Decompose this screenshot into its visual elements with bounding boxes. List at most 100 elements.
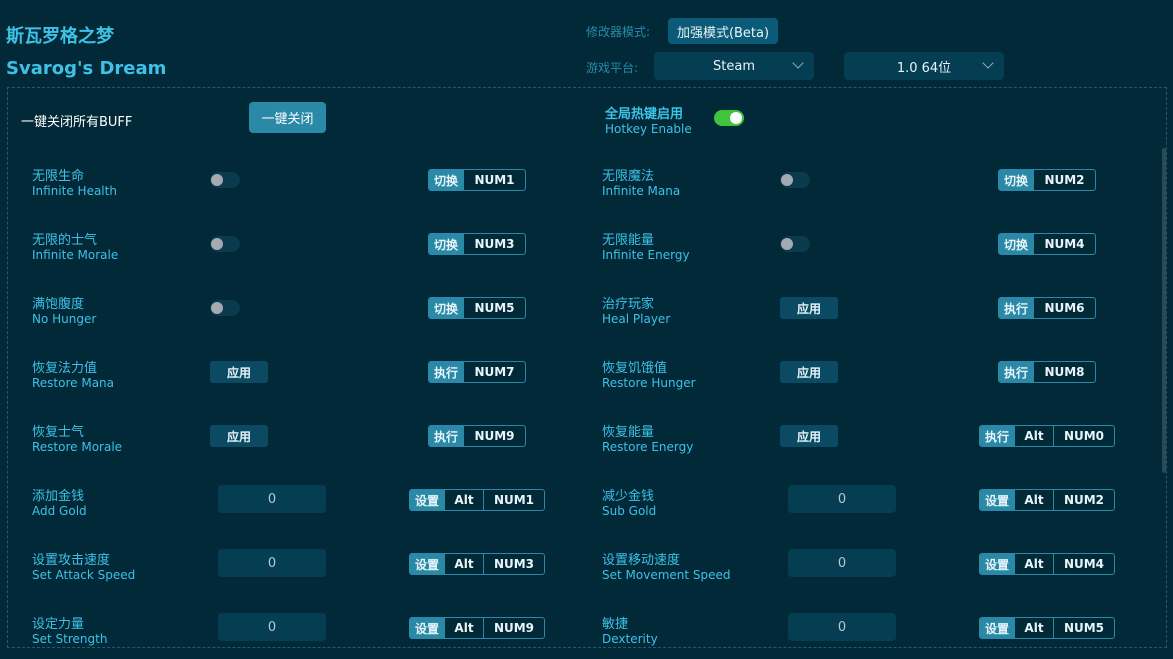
hotkey-group[interactable]: 设置 Alt NUM2 [979,489,1115,511]
item-toggle[interactable] [210,236,240,252]
item-label-cn: 治疗玩家 [602,297,655,312]
mode-button[interactable]: 加强模式(Beta) [668,18,778,44]
apply-button[interactable]: 应用 [210,425,268,447]
hotkey-key: Alt [1014,490,1053,510]
value-input[interactable]: 0 [788,485,896,513]
hotkey-action: 设置 [410,618,444,638]
value-input[interactable]: 0 [788,549,896,577]
hotkey-key: NUM0 [1053,426,1114,446]
item-label-en: Restore Morale [32,440,123,454]
hotkey-group[interactable]: 执行 Alt NUM0 [979,425,1115,447]
item-label-en: Restore Hunger [602,376,696,390]
hotkey-group[interactable]: 切换 NUM3 [428,233,526,255]
item-label-cn: 满饱腹度 [32,297,85,312]
item-label-cn: 无限生命 [32,169,85,184]
item-label-en: Dexterity [602,632,658,646]
hotkey-group[interactable]: 切换 NUM1 [428,169,526,191]
item-label-cn: 设置移动速度 [602,553,681,568]
item-label-cn: 减少金钱 [602,489,655,504]
platform-select[interactable]: Steam [654,52,814,80]
hotkey-key: NUM6 [1033,298,1095,318]
apply-button[interactable]: 应用 [780,361,838,383]
hotkey-action: 设置 [980,618,1014,638]
hotkey-key: Alt [444,554,483,574]
hotkey-key: NUM2 [1053,490,1114,510]
hotkey-key: NUM7 [463,362,525,382]
toggle-knob [781,174,793,186]
hotkey-group[interactable]: 执行 NUM8 [998,361,1096,383]
item-toggle[interactable] [780,236,810,252]
hotkey-group[interactable]: 设置 Alt NUM1 [409,489,545,511]
item-label-cn: 恢复士气 [32,425,85,440]
hotkey-action: 设置 [980,554,1014,574]
item-label-en: Infinite Health [32,184,117,198]
item-label-en: Infinite Mana [602,184,681,198]
item-label-en: Infinite Morale [32,248,119,262]
hotkey-key: Alt [1014,618,1053,638]
cheat-panel [7,87,1167,648]
apply-button[interactable]: 应用 [210,361,268,383]
hotkey-enable-label-en: Hotkey Enable [605,122,692,136]
hotkey-key: NUM8 [1033,362,1095,382]
value-input[interactable]: 0 [218,613,326,641]
toggle-knob [211,174,223,186]
item-label-cn: 添加金钱 [32,489,85,504]
hotkey-action: 执行 [429,362,463,382]
hotkey-action: 切换 [429,298,463,318]
value-input[interactable]: 0 [788,613,896,641]
hotkey-group[interactable]: 设置 Alt NUM5 [979,617,1115,639]
hotkey-key: NUM1 [463,170,525,190]
item-toggle[interactable] [210,300,240,316]
hotkey-key: Alt [1014,554,1053,574]
hotkey-group[interactable]: 设置 Alt NUM3 [409,553,545,575]
item-label-cn: 设置攻击速度 [32,553,111,568]
item-toggle[interactable] [780,172,810,188]
hotkey-group[interactable]: 切换 NUM4 [998,233,1096,255]
item-label-en: Restore Energy [602,440,694,454]
hotkey-group[interactable]: 执行 NUM7 [428,361,526,383]
hotkey-key: NUM5 [463,298,525,318]
hotkey-group[interactable]: 执行 NUM9 [428,425,526,447]
hotkey-key: NUM4 [1033,234,1095,254]
scrollbar[interactable] [1162,148,1166,473]
hotkey-key: NUM5 [1053,618,1114,638]
item-label-en: Restore Mana [32,376,115,390]
item-label-en: Add Gold [32,504,87,518]
hotkey-action: 切换 [429,234,463,254]
hotkey-action: 设置 [410,490,444,510]
hotkey-group[interactable]: 执行 NUM6 [998,297,1096,319]
value-input[interactable]: 0 [218,549,326,577]
item-label-en: Set Strength [32,632,108,646]
hotkey-key: Alt [1014,426,1053,446]
apply-button[interactable]: 应用 [780,297,838,319]
hotkey-key: NUM9 [483,618,544,638]
version-select[interactable]: 1.0 64位 [844,52,1004,80]
item-label-cn: 无限魔法 [602,169,655,184]
item-label-en: Set Movement Speed [602,568,731,582]
item-label-en: Sub Gold [602,504,657,518]
toggle-knob [211,238,223,250]
hotkey-action: 执行 [980,426,1014,446]
hotkey-enable-toggle[interactable] [714,110,744,126]
hotkey-group[interactable]: 设置 Alt NUM4 [979,553,1115,575]
hotkey-group[interactable]: 切换 NUM5 [428,297,526,319]
hotkey-key: NUM2 [1033,170,1095,190]
hotkey-action: 切换 [429,170,463,190]
close-all-button[interactable]: 一键关闭 [249,102,326,133]
close-all-label: 一键关闭所有BUFF [21,115,133,130]
platform-value: Steam [713,58,755,74]
hotkey-action: 设置 [410,554,444,574]
hotkey-key: NUM3 [483,554,544,574]
hotkey-action: 执行 [999,362,1033,382]
value-input[interactable]: 0 [218,485,326,513]
apply-button[interactable]: 应用 [780,425,838,447]
item-toggle[interactable] [210,172,240,188]
hotkey-group[interactable]: 设置 Alt NUM9 [409,617,545,639]
hotkey-action: 切换 [999,170,1033,190]
hotkey-key: NUM1 [483,490,544,510]
hotkey-action: 切换 [999,234,1033,254]
item-label-en: Set Attack Speed [32,568,136,582]
item-label-en: Infinite Energy [602,248,690,262]
hotkey-group[interactable]: 切换 NUM2 [998,169,1096,191]
item-label-en: No Hunger [32,312,97,326]
